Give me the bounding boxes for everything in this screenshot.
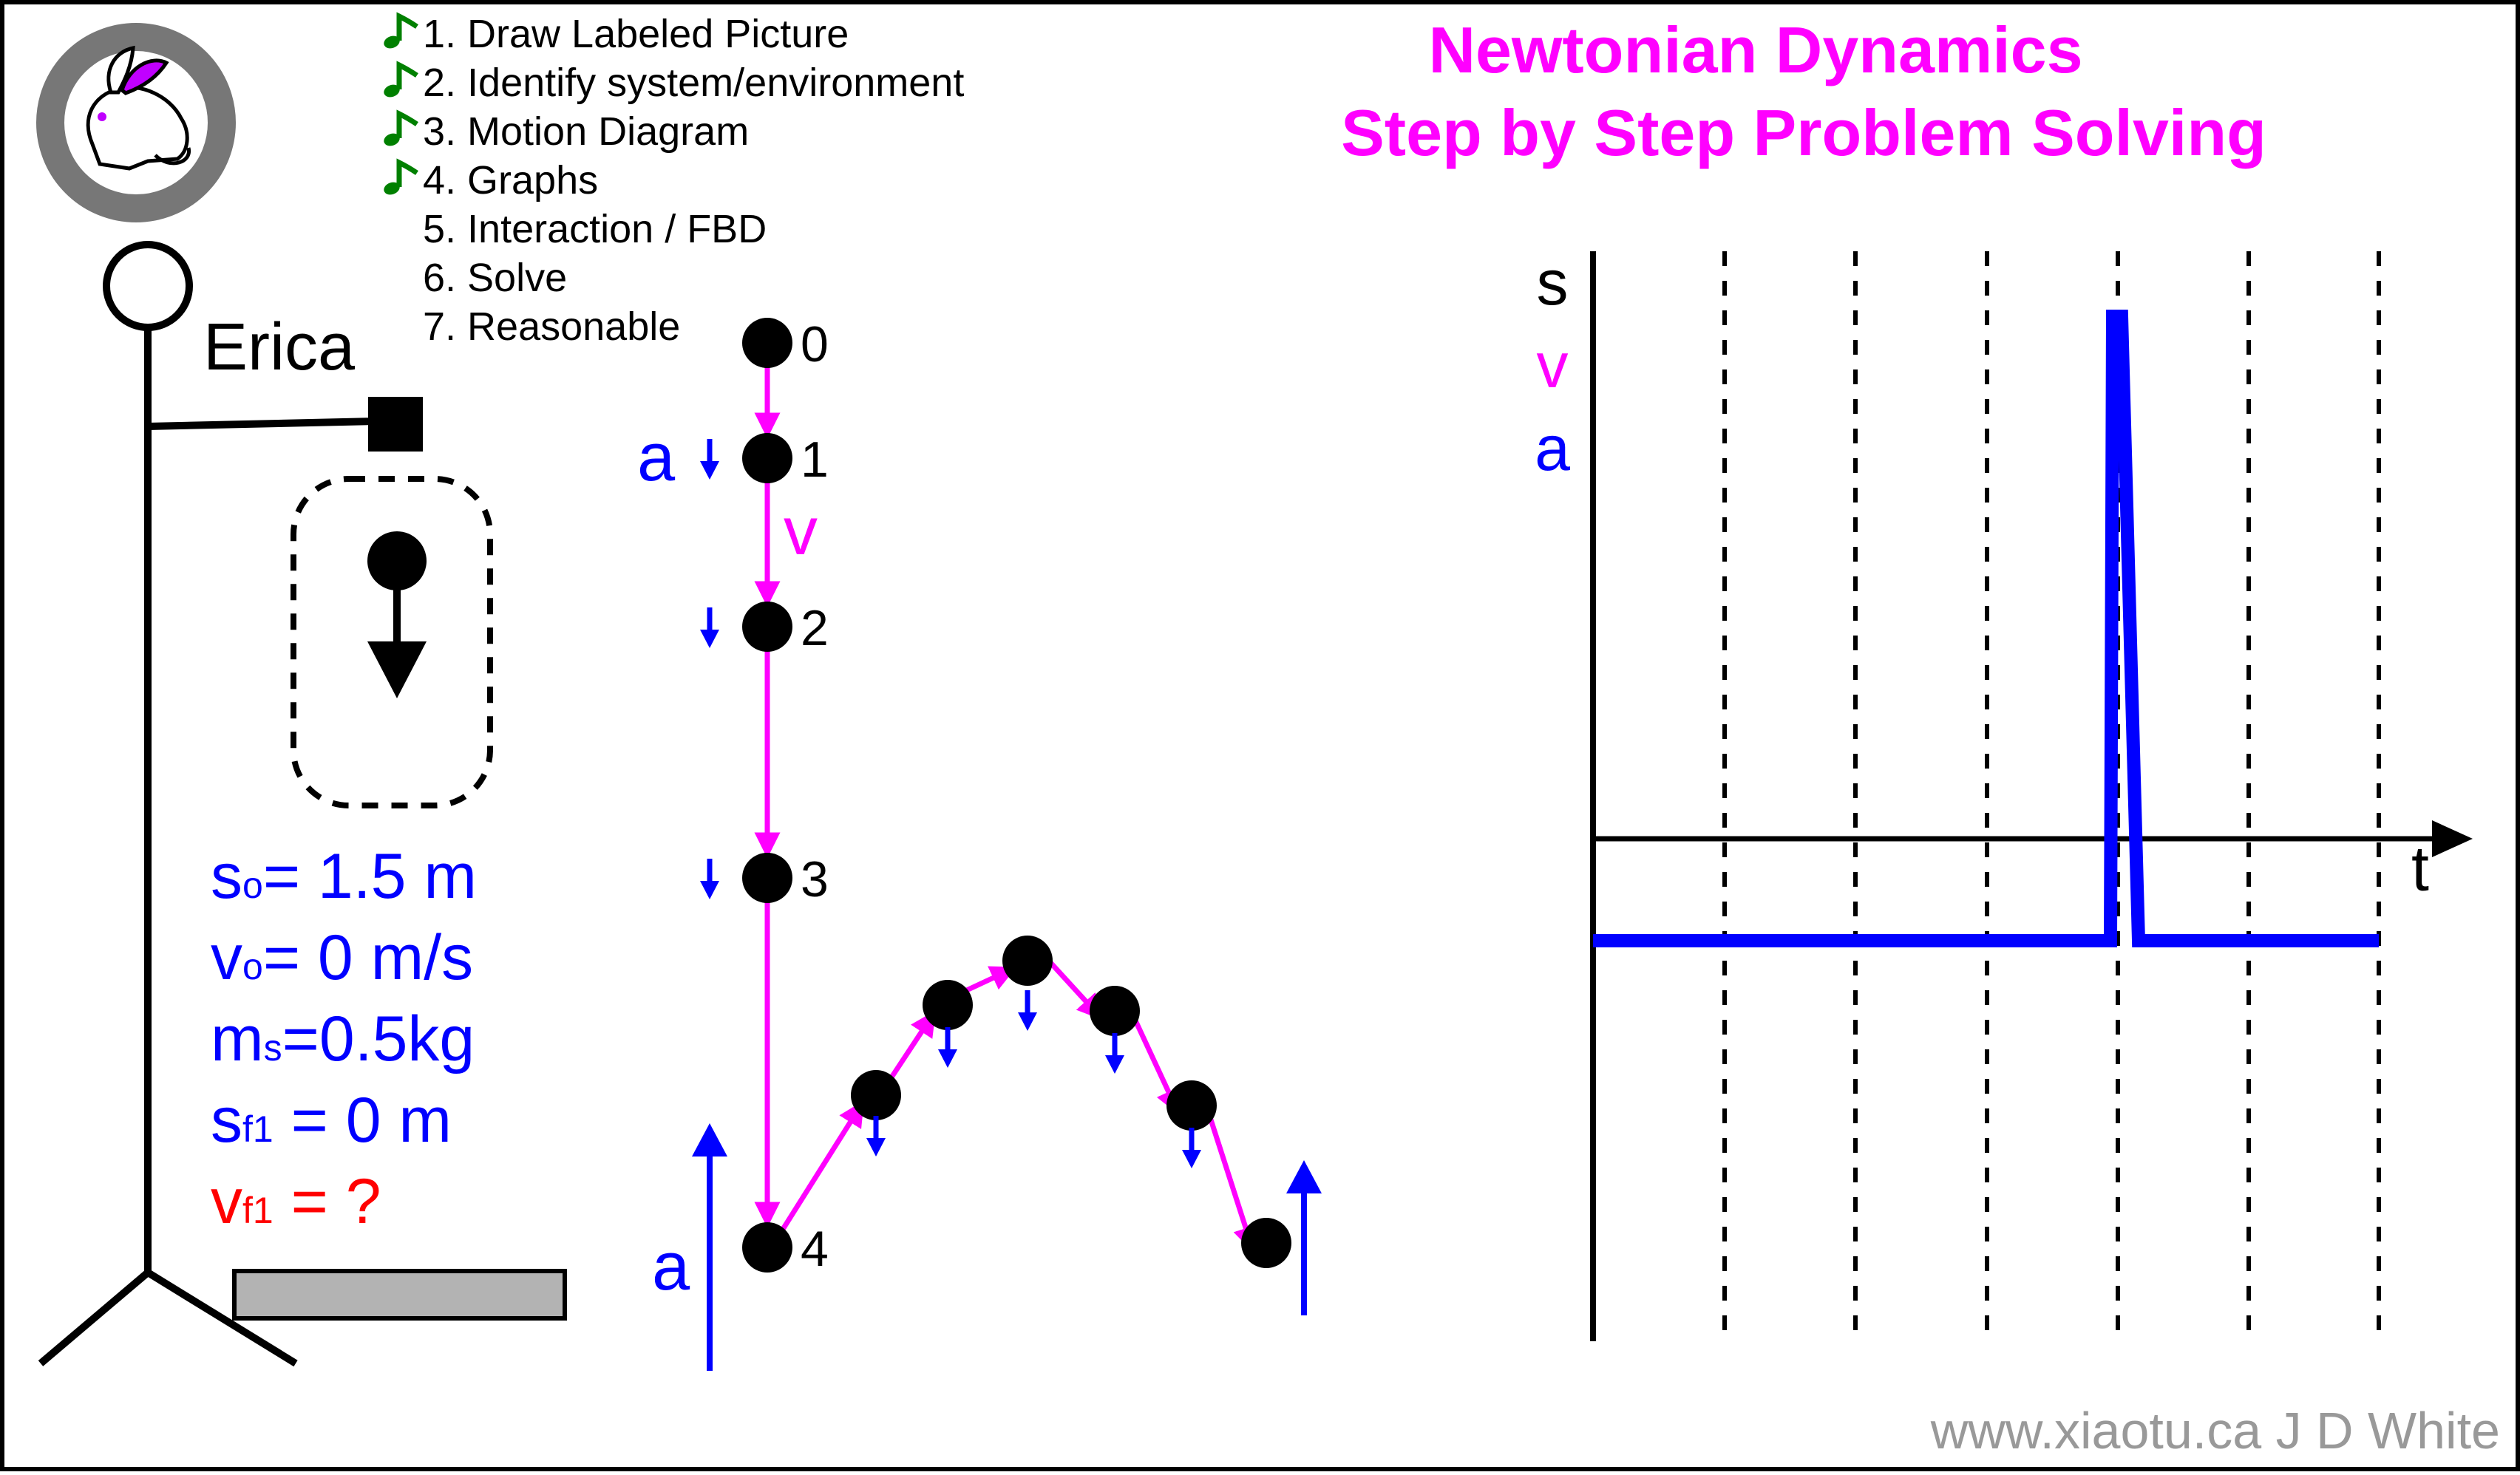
frame-dot	[742, 853, 792, 903]
music-note-icon	[384, 61, 418, 98]
ball	[367, 531, 427, 590]
graph-variable-label: a	[1535, 413, 1570, 484]
known-value: ms=0.5kg	[211, 1004, 475, 1074]
accel-arrowhead	[1182, 1150, 1201, 1168]
accel-arrowhead	[1018, 1012, 1037, 1031]
graph-variable-label: s	[1537, 248, 1569, 318]
step-label: 6. Solve	[423, 256, 567, 300]
ball-velocity-arrowhead	[367, 641, 427, 698]
frame-dot	[742, 433, 792, 483]
frame-label: 1	[801, 432, 829, 488]
accel-arrowhead	[700, 881, 719, 899]
bounce-dot	[851, 1070, 901, 1120]
time-axis-label: t	[2411, 834, 2429, 905]
step-label: 2. Identify system/environment	[423, 61, 964, 105]
motion-diagram: 0 1 2 3 4 a v a	[637, 316, 1322, 1371]
known-value: vo= 0 m/s	[211, 922, 473, 993]
rabbit-icon	[86, 45, 191, 171]
system-boundary	[291, 476, 493, 808]
graph-variable-label: v	[1537, 330, 1569, 401]
floor	[232, 1269, 567, 1321]
accel-arrowhead	[700, 461, 719, 480]
frame-label: 4	[801, 1221, 829, 1277]
steps-list: 1. Draw Labeled Picture 2. Identify syste…	[384, 12, 964, 349]
accel-label: a	[637, 420, 676, 495]
step-label: 4. Graphs	[423, 158, 598, 202]
music-note-icon	[384, 158, 418, 195]
bounce-dot	[1166, 1080, 1217, 1131]
accel-arrowhead	[1105, 1055, 1124, 1074]
hand-block	[368, 397, 423, 452]
velocity-arrow	[957, 965, 1017, 997]
stick-figure	[38, 241, 376, 1367]
known-value: sf1 = 0 m	[211, 1085, 452, 1156]
frame-dot	[742, 602, 792, 652]
step-label: 5. Interaction / FBD	[423, 207, 767, 251]
graph: sva t	[1535, 248, 2473, 1341]
frame-label: 0	[801, 316, 829, 372]
bounce-accel-label: a	[652, 1229, 690, 1304]
step-label: 3. Motion Diagram	[423, 109, 749, 154]
step-label: 7. Reasonable	[423, 304, 680, 349]
title-line-2: Step by Step Problem Solving	[1341, 96, 2266, 169]
person-name: Erica	[203, 310, 356, 384]
frame-label: 2	[801, 600, 829, 656]
accel-arrowhead	[866, 1138, 886, 1157]
frame-dot	[742, 1222, 792, 1273]
velocity-arrow	[776, 1100, 865, 1238]
title-line-1: Newtonian Dynamics	[1428, 13, 2082, 86]
credit: www.xiaotu.ca J D White	[1930, 1402, 2500, 1459]
bounce-dot	[1002, 936, 1053, 986]
logo	[36, 23, 236, 222]
bounce-dot	[1241, 1218, 1291, 1268]
step-label: 1. Draw Labeled Picture	[423, 12, 849, 56]
velocity-arrow	[885, 1010, 937, 1086]
acceleration-curve	[1593, 310, 2379, 947]
known-value: vf1 = ?	[211, 1166, 381, 1237]
music-note-icon	[384, 109, 418, 146]
knowns-list: so= 1.5 m vo= 0 m/s ms=0.5kg sf1 = 0 m vf1 =…	[211, 841, 477, 1237]
frame-label: 3	[801, 851, 829, 907]
music-note-icon	[384, 12, 418, 49]
velocity-label: v	[784, 494, 818, 569]
frame-dot	[742, 318, 792, 368]
accel-arrowhead-up	[1286, 1160, 1322, 1193]
bounce-dot	[1090, 986, 1140, 1036]
accel-arrowhead-up	[692, 1123, 727, 1157]
bounce-dot	[923, 980, 973, 1030]
accel-arrowhead	[700, 630, 719, 648]
accel-arrowhead	[938, 1049, 957, 1068]
known-value: so= 1.5 m	[211, 841, 477, 912]
x-axis-arrowhead	[2432, 820, 2473, 857]
